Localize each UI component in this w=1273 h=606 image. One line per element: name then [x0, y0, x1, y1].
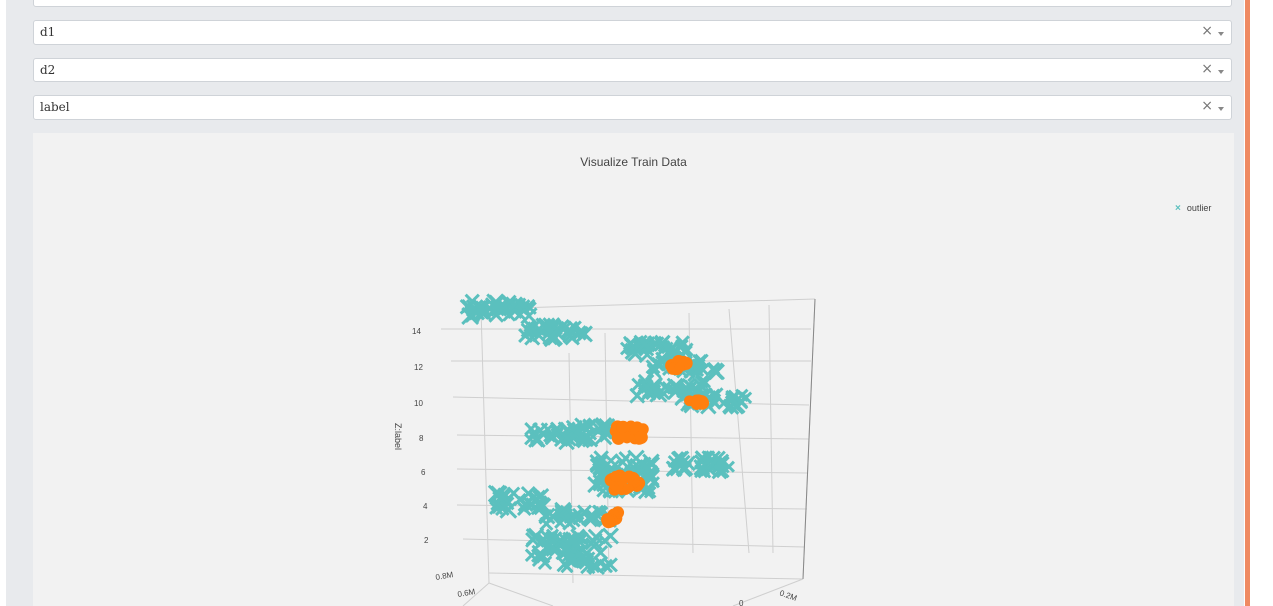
y-tick: 0 — [739, 599, 744, 606]
plot-title: Visualize Train Data — [580, 155, 687, 169]
outlier-point — [530, 433, 544, 448]
outlier-point — [665, 460, 683, 478]
outlier-point — [499, 500, 518, 519]
outlier-point — [627, 449, 645, 468]
z-tick: 12 — [414, 363, 423, 372]
select-d1-value: d1 — [40, 25, 56, 39]
outlier-point — [567, 509, 583, 524]
outlier-point — [575, 551, 593, 569]
outlier-point — [537, 555, 553, 571]
select-d1[interactable]: d1 × — [33, 20, 1232, 45]
outlier-point — [516, 501, 532, 517]
select-d2-value: d2 — [40, 63, 56, 77]
outlier-point — [574, 429, 593, 447]
z-axis-label: Z:label — [393, 423, 403, 450]
outlier-point — [553, 508, 567, 522]
z-tick: 10 — [414, 399, 423, 408]
outlier-point — [548, 543, 563, 557]
outlier-point — [596, 484, 610, 498]
inlier-point — [623, 470, 636, 483]
y-tick: 0.2M — [778, 588, 798, 603]
outlier-point — [693, 459, 711, 476]
outlier-point — [495, 489, 509, 503]
outlier-point — [675, 339, 689, 353]
outlier-point — [513, 297, 527, 310]
outlier-point — [502, 308, 517, 322]
outlier-point — [567, 320, 582, 335]
outlier-point — [637, 336, 653, 353]
x-tick: 0.6M — [457, 587, 476, 599]
select-top[interactable] — [33, 0, 1232, 7]
inlier-point — [674, 362, 685, 373]
x-tick: 0.8M — [435, 570, 454, 582]
outlier-point — [464, 293, 480, 310]
outlier-point — [592, 544, 609, 561]
inlier-point — [691, 397, 702, 408]
legend[interactable]: × outlier — [1175, 203, 1211, 214]
clear-icon[interactable]: × — [1201, 61, 1213, 77]
outlier-point — [594, 418, 611, 436]
outlier-point — [562, 531, 579, 548]
z-tick: 2 — [424, 536, 429, 545]
outlier-point — [527, 490, 541, 503]
outlier-point — [640, 380, 654, 394]
outlier-point — [542, 329, 558, 346]
outlier-point — [618, 451, 633, 466]
inlier-point — [610, 470, 622, 482]
plot-area[interactable]: Visualize Train Data × outlier — [33, 133, 1234, 606]
outlier-point — [733, 394, 749, 410]
outlier-point — [693, 454, 710, 470]
outlier-point — [694, 375, 709, 390]
clear-icon[interactable]: × — [1201, 98, 1213, 114]
outlier-point — [661, 380, 677, 396]
outlier-point — [724, 391, 739, 406]
outlier-point — [705, 362, 724, 381]
outlier-point — [691, 364, 705, 378]
outlier-point — [649, 384, 668, 403]
outlier-point — [544, 508, 561, 525]
inlier-point — [623, 483, 634, 494]
outlier-point — [534, 532, 552, 550]
outlier-point — [524, 421, 538, 436]
scatter-3d[interactable]: 14 12 10 8 6 4 2 Z:label 0.8M 0.6M 0.2M … — [33, 133, 1234, 606]
outlier-point — [545, 528, 560, 542]
z-tick: 4 — [423, 502, 428, 511]
z-tick: 8 — [419, 434, 424, 443]
chevron-down-icon[interactable] — [1218, 32, 1224, 36]
outlier-point — [646, 363, 662, 379]
outlier-point — [709, 450, 726, 467]
outlier-point — [544, 428, 560, 444]
select-label[interactable]: label × — [33, 95, 1232, 120]
legend-label: outlier — [1186, 203, 1212, 213]
outlier-point — [468, 304, 486, 321]
x-marker-icon: × — [1175, 203, 1181, 214]
outlier-point — [520, 322, 536, 338]
inlier-point — [634, 430, 648, 444]
select-label-value: label — [40, 100, 70, 114]
inlier-point — [619, 430, 632, 443]
z-tick: 6 — [421, 468, 426, 477]
clear-icon[interactable]: × — [1201, 23, 1213, 39]
chevron-down-icon[interactable] — [1218, 70, 1224, 74]
outlier-point — [660, 341, 674, 355]
outlier-point — [513, 307, 527, 321]
point-clusters — [459, 293, 753, 576]
outlier-point — [488, 294, 506, 312]
chevron-down-icon[interactable] — [1218, 107, 1224, 111]
inlier-point — [616, 421, 629, 434]
accent-scrollbar[interactable] — [1245, 0, 1250, 606]
outlier-point — [525, 498, 539, 512]
outlier-point — [567, 532, 581, 547]
outlier-point — [540, 541, 553, 555]
outlier-point — [679, 455, 696, 472]
inlier-point — [601, 514, 616, 529]
z-tick: 14 — [412, 327, 421, 336]
outlier-point — [586, 559, 601, 574]
outlier-point — [549, 421, 565, 436]
select-d2[interactable]: d2 × — [33, 58, 1232, 82]
outlier-point — [602, 527, 620, 545]
